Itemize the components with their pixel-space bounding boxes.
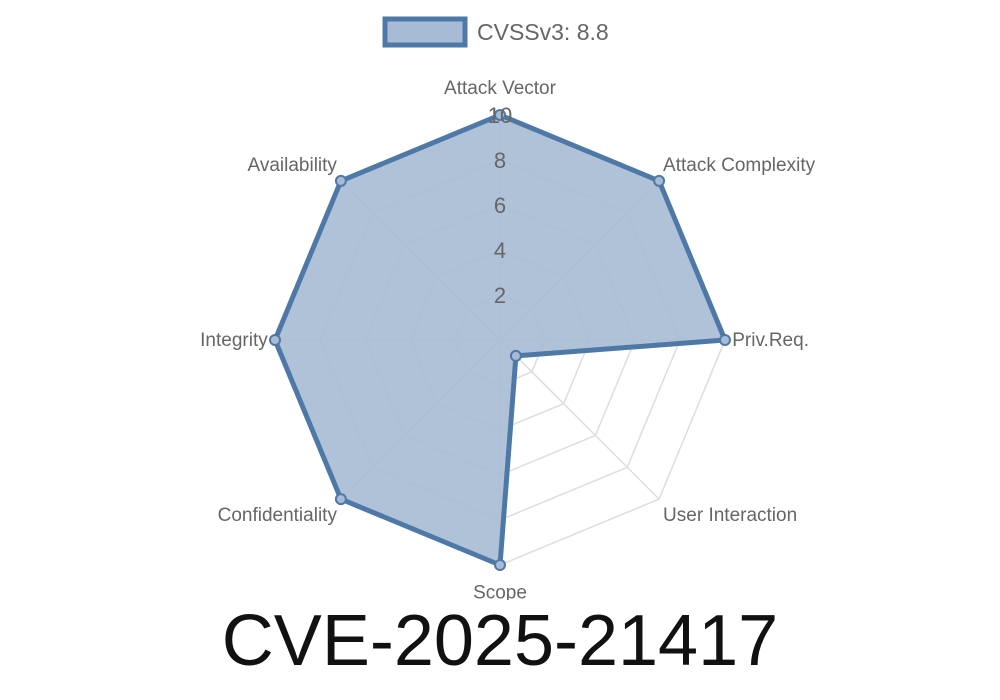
data-point [509,349,522,362]
data-point [653,174,666,187]
tick-label: 2 [494,283,506,308]
data-point [334,174,347,187]
legend-swatch [382,16,468,48]
axis-label: Priv.Req. [732,330,809,351]
axis-label: Integrity [200,330,268,351]
data-point [719,334,731,346]
page-title: CVE-2025-21417 [221,601,779,681]
axis-label: Scope [473,582,527,600]
tick-label: 4 [494,238,506,263]
axis-label: Availability [248,155,338,176]
data-point [269,334,281,346]
tick-label: 8 [494,148,506,173]
axis-label: Attack Complexity [663,155,816,176]
data-point [494,109,506,121]
tick-label: 6 [494,193,506,218]
data-point [334,493,347,506]
data-point [494,559,506,571]
axis-label: Confidentiality [218,505,338,526]
axis-label: Attack Vector [444,78,557,99]
radar-chart: 2 4 6 8 10 Attack Vector Attack Complexity Priv… [200,16,816,600]
grid-spoke [499,339,660,500]
tick-label: 10 [488,103,512,128]
axis-label: User Interaction [663,505,797,526]
legend-label: CVSSv3: 8.8 [477,19,609,45]
